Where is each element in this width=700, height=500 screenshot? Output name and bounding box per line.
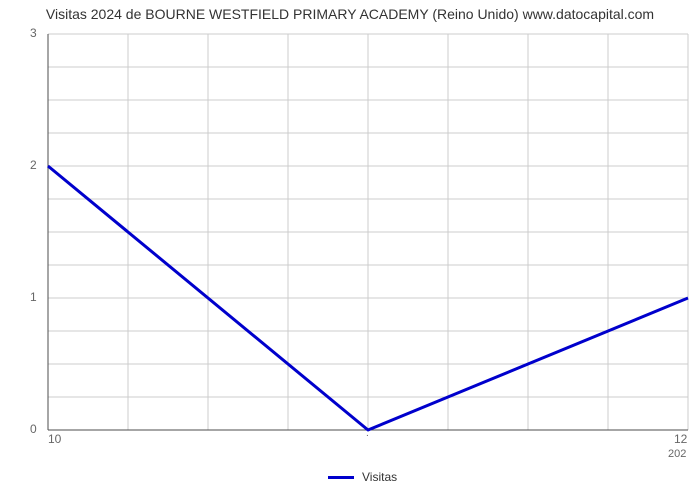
plot-area bbox=[48, 34, 688, 430]
chart-title: Visitas 2024 de BOURNE WESTFIELD PRIMARY… bbox=[0, 6, 700, 22]
chart-container: Visitas 2024 de BOURNE WESTFIELD PRIMARY… bbox=[0, 0, 700, 500]
y-tick-label: 1 bbox=[30, 290, 37, 304]
y-tick-label: 0 bbox=[30, 422, 37, 436]
y-tick-label: 2 bbox=[30, 158, 37, 172]
x-tick-label: 10 bbox=[48, 432, 61, 446]
chart-svg bbox=[48, 34, 688, 430]
x-sublabel: 202 bbox=[668, 448, 686, 460]
legend: Visitas bbox=[328, 470, 397, 484]
legend-label: Visitas bbox=[362, 470, 397, 484]
y-tick-label: 3 bbox=[30, 26, 37, 40]
x-tick-label: 12 bbox=[674, 432, 687, 446]
x-minor-tick: . bbox=[366, 428, 369, 439]
legend-swatch bbox=[328, 476, 354, 479]
